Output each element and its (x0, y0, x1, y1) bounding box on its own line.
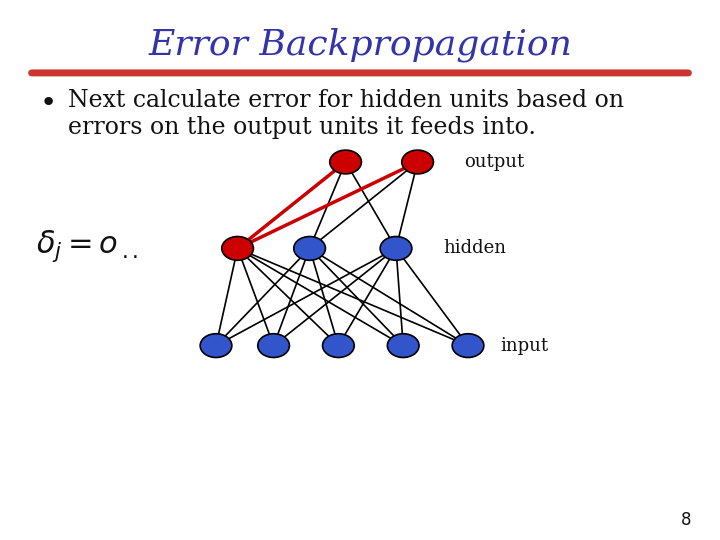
Text: Error Backpropagation: Error Backpropagation (148, 27, 572, 62)
Circle shape (452, 334, 484, 357)
Circle shape (294, 237, 325, 260)
Circle shape (323, 334, 354, 357)
Circle shape (258, 334, 289, 357)
Text: hidden: hidden (443, 239, 505, 258)
Circle shape (222, 237, 253, 260)
Circle shape (402, 150, 433, 174)
Circle shape (330, 150, 361, 174)
Text: 8: 8 (680, 511, 691, 529)
Circle shape (200, 334, 232, 357)
Text: Next calculate error for hidden units based on
errors on the output units it fee: Next calculate error for hidden units ba… (68, 89, 624, 139)
Circle shape (387, 334, 419, 357)
Text: output: output (464, 153, 525, 171)
Circle shape (380, 237, 412, 260)
Text: •: • (40, 89, 57, 117)
Text: $\delta_j = o_{\,..}$: $\delta_j = o_{\,..}$ (36, 228, 138, 264)
Text: input: input (500, 336, 549, 355)
